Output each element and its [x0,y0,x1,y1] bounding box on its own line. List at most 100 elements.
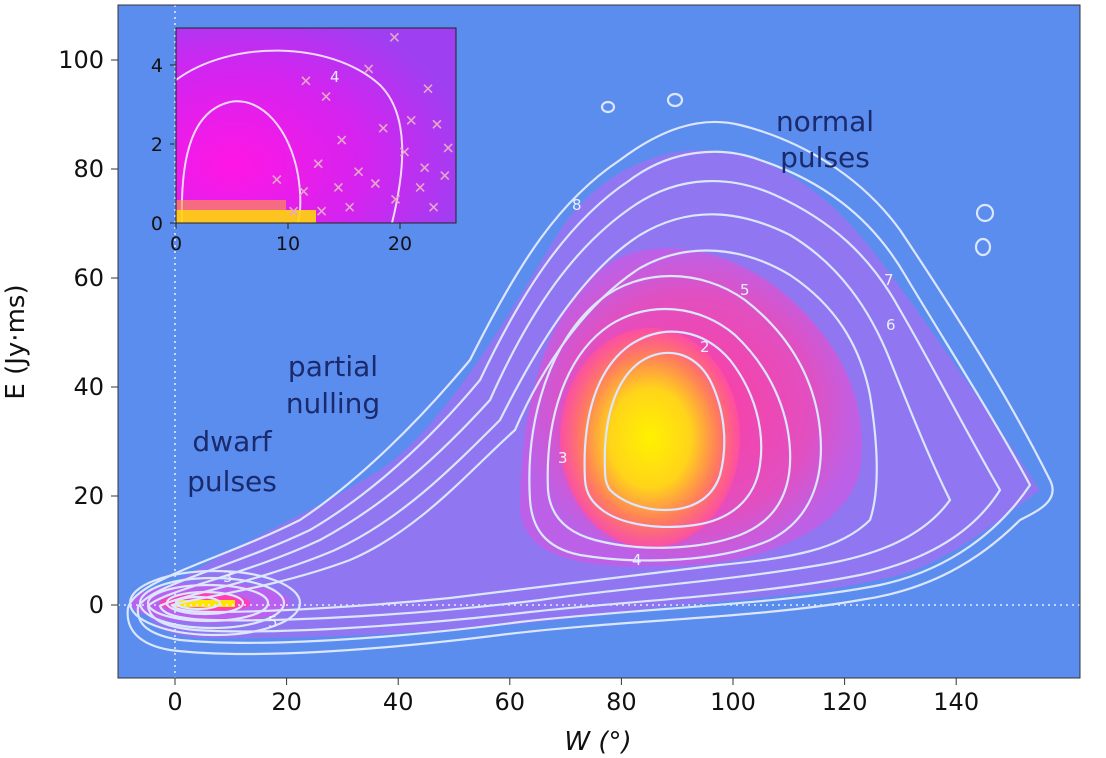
inset-point-stroke [429,202,439,212]
contour-line [583,330,763,528]
x-axis: 0 20 40 60 80 100 120 140 [167,678,979,716]
axes-frame [117,4,1081,679]
inset-density-band [176,210,316,223]
inset-point-stroke [415,182,425,193]
contour-label: 3 [223,568,233,586]
y-tick-label: 20 [73,482,104,510]
inset-point-stroke [321,92,331,102]
contour-line [136,150,1032,644]
inset-point-stroke [289,206,299,216]
inset-scatter [272,32,453,216]
inset-y-tick-label: 2 [151,134,163,156]
contour-line [546,307,792,549]
inset-background [176,28,456,223]
inset-point [337,135,347,145]
inset-point [272,174,282,185]
inset-plot: 4 0 10 20 0 2 4 [151,27,457,255]
x-tick-label: 40 [383,688,414,716]
contour-label: 8 [572,196,582,214]
inset-point [289,206,299,216]
contour-label: 2 [700,338,710,356]
x-tick-label: 60 [495,688,526,716]
contour-line [146,179,1002,633]
contour-line [528,275,822,562]
inset-point [423,84,433,94]
inset-point [443,143,453,153]
x-tick-label: 80 [606,688,637,716]
y-tick-label: 40 [73,373,104,401]
inset-point-stroke [313,159,323,169]
y-axis-title: E (Jy·ms) [1,284,31,399]
inset-point-stroke [389,32,399,42]
inset-point-stroke [317,206,327,216]
y-tick-label: 100 [58,46,104,74]
inset-point-stroke [301,76,311,86]
annotation-normal-pulses: normal [776,105,874,138]
inset-point-stroke [370,178,380,189]
contour-island [666,92,684,108]
inset-point [364,64,374,74]
contour-line [170,249,878,614]
inset-point [299,186,309,196]
contour-label: 3 [558,449,568,467]
inset-point [321,92,331,102]
contour-line [138,576,286,630]
annotation-partial-nulling: nulling [286,387,380,420]
density-core [560,328,740,548]
y-tick-label: 0 [89,591,104,619]
x-tick-label: 20 [271,688,302,716]
contour-line [174,595,222,611]
contour-line [146,583,270,623]
contour-line [126,120,1054,656]
inset-x-tick-label: 20 [388,233,412,255]
inset-point [333,182,343,193]
contour-island [975,203,995,223]
y-tick-label: 80 [73,155,104,183]
x-tick-label: 140 [933,688,979,716]
inset-y-tick-label: 4 [151,55,163,77]
inset-point [399,147,410,157]
inset-point-stroke [299,186,309,196]
y-tick-label: 60 [73,264,104,292]
y-axis: 0 20 40 60 80 100 [58,46,118,619]
inset-point-stroke [345,202,355,212]
x-tick-label: 100 [710,688,756,716]
contour-island [974,237,992,257]
inset-point [345,202,355,212]
inset-point [420,163,430,173]
inset-y-tick-label: 0 [151,213,163,235]
contour-label: 5 [268,613,278,631]
contour-line [165,590,245,616]
inset-point-stroke [337,135,347,145]
contour-line [128,569,302,637]
contour-label: 7 [884,271,894,289]
inset-point-stroke [378,123,388,133]
inset-x-axis: 0 10 20 [170,223,412,255]
inset-point [390,194,401,204]
contour-island [600,100,616,114]
contour-label: 6 [886,316,896,334]
inset-point [440,171,450,181]
annotation-dwarf-pulses: pulses [187,465,277,498]
inset-point [415,182,425,193]
inset-point-stroke [272,174,282,185]
inset-point-stroke [432,119,442,129]
inset-density-band [176,200,286,210]
x-axis-title: W (°) [564,727,631,757]
inset-point [389,32,399,42]
annotation-normal-pulses: pulses [780,141,870,174]
inset-point-stroke [440,171,450,181]
contour-label: 4 [632,551,642,569]
inset-point [432,119,442,129]
inset-point-stroke [420,163,430,173]
inset-point-stroke [333,182,343,193]
contour-line [603,351,726,512]
inset-frame [175,27,457,224]
inset-point-stroke [399,147,410,157]
contour-label: 5 [740,281,750,299]
inset-point [313,159,323,169]
inset-point [406,115,416,125]
inset-x-tick-label: 0 [170,233,182,255]
inset-point [317,206,327,216]
